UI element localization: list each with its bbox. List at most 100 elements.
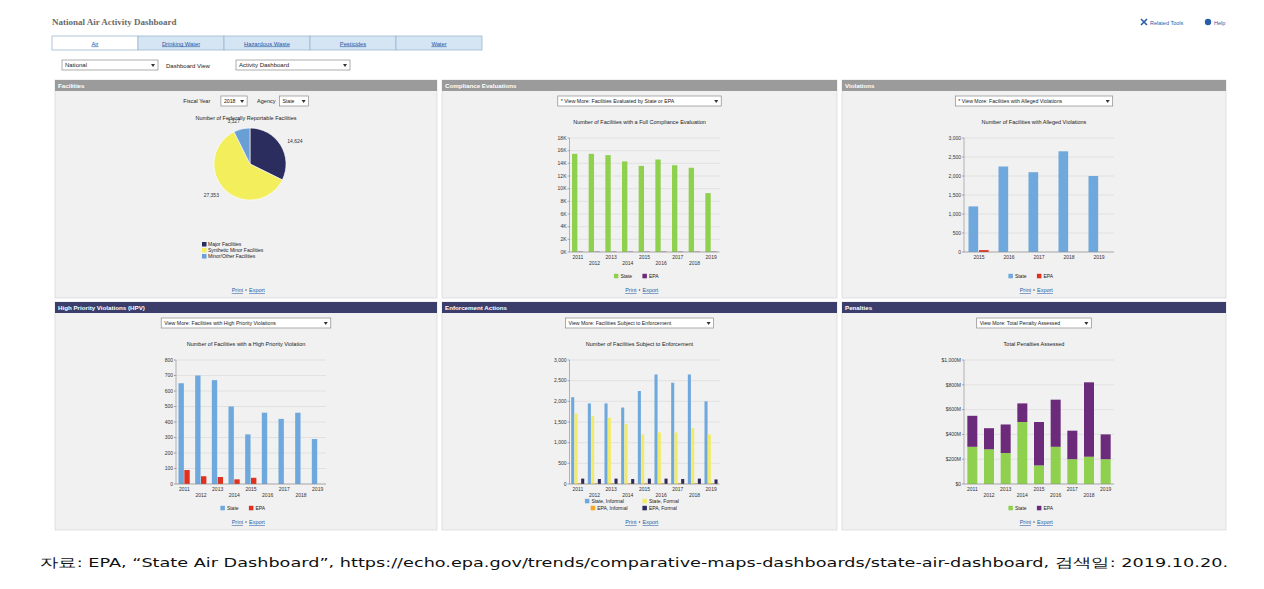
control-select-value[interactable]: * View More: Facilities with Alleged Vio…	[958, 98, 1062, 104]
bar	[621, 408, 624, 484]
tab-label[interactable]: Water	[431, 41, 446, 47]
panel-header	[55, 80, 437, 91]
scope-select-value[interactable]: National	[65, 62, 87, 68]
help-icon	[1205, 19, 1211, 25]
print-link[interactable]: Print	[1020, 519, 1032, 525]
control-select[interactable]	[977, 318, 1092, 328]
tab[interactable]	[310, 36, 396, 50]
scope-select[interactable]	[62, 60, 158, 70]
tab[interactable]	[52, 36, 138, 50]
bar	[229, 407, 234, 485]
bar	[658, 432, 661, 484]
tab[interactable]	[138, 36, 224, 50]
export-link[interactable]: Export	[1037, 519, 1053, 525]
legend-swatch	[202, 254, 207, 259]
tab-label[interactable]: Drinking Water	[162, 41, 200, 47]
y-tick-label: $600M	[946, 406, 961, 412]
bar	[575, 414, 578, 484]
control-select[interactable]	[161, 318, 331, 328]
export-link[interactable]: Export	[1037, 287, 1053, 293]
chart-title: Total Penalties Assessed	[1004, 341, 1065, 347]
tab[interactable]	[224, 36, 310, 50]
legend-swatch	[1008, 274, 1013, 279]
x-tick-label: 2018	[689, 260, 700, 266]
bar-segment	[1067, 431, 1077, 460]
control-select-value[interactable]: State	[282, 98, 294, 104]
tab-label[interactable]: Air	[91, 41, 98, 47]
pie-slice	[234, 128, 250, 164]
bar-segment	[1067, 459, 1077, 484]
chart-title: Number of Facilities with a Full Complia…	[573, 119, 706, 125]
control-select[interactable]	[221, 96, 247, 106]
print-link[interactable]: Print	[625, 519, 637, 525]
print-link[interactable]: Print	[232, 519, 244, 525]
control-select-value[interactable]: View More: Facilities Subject to Enforce…	[568, 320, 671, 326]
panel-title: Facilities	[58, 82, 85, 89]
bars	[572, 154, 717, 252]
tab[interactable]	[396, 36, 482, 50]
print-link[interactable]: Print	[1020, 287, 1032, 293]
x-tick-label: 2015	[973, 254, 984, 260]
print-link[interactable]: Print	[625, 287, 637, 293]
y-axis	[964, 138, 965, 252]
y-tick-label: 500	[558, 460, 567, 466]
y-tick-label: 0K	[560, 249, 567, 255]
control-select-value[interactable]: 2018	[224, 98, 236, 104]
y-tick-label: 18K	[558, 135, 568, 141]
help-link[interactable]: Help	[1214, 20, 1225, 26]
grid-line	[570, 380, 720, 381]
x-tick-label: 2016	[656, 260, 667, 266]
control-select-value[interactable]: View More: Total Penalty Assessed	[980, 320, 1061, 326]
x-tick-label: 2017	[1033, 254, 1044, 260]
view-select[interactable]	[236, 60, 350, 70]
tab-label[interactable]: Pesticides	[340, 41, 367, 47]
x-tick-label: 2013	[606, 486, 617, 492]
legend-label: EPA	[1043, 505, 1053, 511]
control-select-value[interactable]: * View More: Facilities Evaluated by Sta…	[561, 98, 675, 104]
export-link[interactable]: Export	[643, 519, 659, 525]
bar	[234, 479, 239, 484]
panel	[442, 302, 837, 530]
control-select[interactable]	[955, 96, 1112, 106]
x-tick-label: 2016	[262, 492, 273, 498]
bar	[689, 168, 694, 252]
control-select[interactable]	[565, 318, 713, 328]
bars	[179, 376, 318, 485]
y-tick-label: 500	[953, 230, 962, 236]
export-link[interactable]: Export	[249, 519, 265, 525]
legend-label: Minor/Other Facilities	[208, 253, 256, 259]
tab-label[interactable]: Hazardous Waste	[244, 41, 290, 47]
grid-line	[964, 360, 1114, 361]
x-tick-label: 2015	[1033, 486, 1044, 492]
control-select[interactable]	[279, 96, 308, 106]
export-link[interactable]: Export	[249, 287, 265, 293]
panel-header	[442, 302, 837, 313]
control-select-value[interactable]: View More: Facilities with High Priority…	[164, 320, 276, 326]
select-arrow	[707, 322, 711, 325]
bar-segment	[984, 449, 994, 484]
x-tick-label: 2019	[706, 254, 717, 260]
data-label: 3,327	[227, 118, 240, 124]
view-select-value[interactable]: Activity Dashboard	[239, 62, 289, 68]
x-axis	[176, 484, 326, 485]
bar	[681, 479, 684, 484]
legend-swatch	[591, 506, 596, 511]
tools-link[interactable]: Related Tools	[1150, 20, 1183, 26]
bar	[245, 434, 250, 484]
panel-title: Penalties	[845, 304, 873, 311]
x-tick-label: 2019	[1100, 486, 1111, 492]
x-axis	[570, 484, 720, 485]
y-tick-label: 0	[564, 481, 567, 487]
bar-segment	[1051, 447, 1061, 484]
chart-title: Number of Federally Reportable Facilitie…	[195, 115, 296, 121]
y-tick-label: 2,000	[554, 398, 567, 404]
export-link[interactable]: Export	[643, 287, 659, 293]
control-select[interactable]	[558, 96, 721, 106]
y-tick-label: 8K	[560, 198, 567, 204]
print-link[interactable]: Print	[232, 287, 244, 293]
x-tick-label: 2011	[179, 486, 190, 492]
link-separator	[639, 521, 641, 523]
bar-segment	[1101, 459, 1111, 484]
y-tick-label: 1,000	[948, 211, 961, 217]
bar	[572, 154, 577, 252]
